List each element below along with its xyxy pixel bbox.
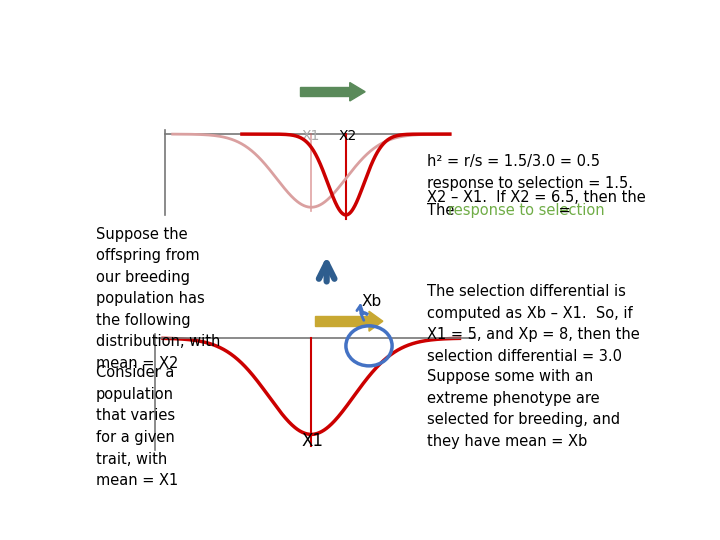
- Text: The selection differential is
computed as Xb – X1.  So, if
X1 = 5, and Xp = 8, t: The selection differential is computed a…: [427, 284, 639, 364]
- Bar: [315, 316, 369, 326]
- Text: =: =: [554, 204, 570, 218]
- Text: Suppose the
offspring from
our breeding
population has
the following
distributio: Suppose the offspring from our breeding …: [96, 226, 220, 371]
- Bar: [300, 87, 350, 96]
- Text: Consider a
population
that varies
for a given
trait, with
mean = X1: Consider a population that varies for a …: [96, 365, 178, 488]
- Text: response to selection: response to selection: [448, 204, 604, 218]
- Text: h² = r/s = 1.5/3.0 = 0.5: h² = r/s = 1.5/3.0 = 0.5: [427, 154, 600, 169]
- Polygon shape: [350, 83, 365, 101]
- Polygon shape: [369, 311, 383, 331]
- Text: response to selection = 1.5.: response to selection = 1.5.: [427, 176, 633, 191]
- Text: X1: X1: [302, 130, 320, 144]
- Text: The: The: [427, 204, 459, 218]
- Text: X1: X1: [302, 432, 324, 450]
- Text: X2: X2: [338, 130, 356, 144]
- Text: Xb: Xb: [361, 294, 382, 309]
- Text: Suppose some with an
extreme phenotype are
selected for breeding, and
they have : Suppose some with an extreme phenotype a…: [427, 369, 620, 449]
- Text: X2 – X1.  If X2 = 6.5, then the: X2 – X1. If X2 = 6.5, then the: [427, 190, 646, 205]
